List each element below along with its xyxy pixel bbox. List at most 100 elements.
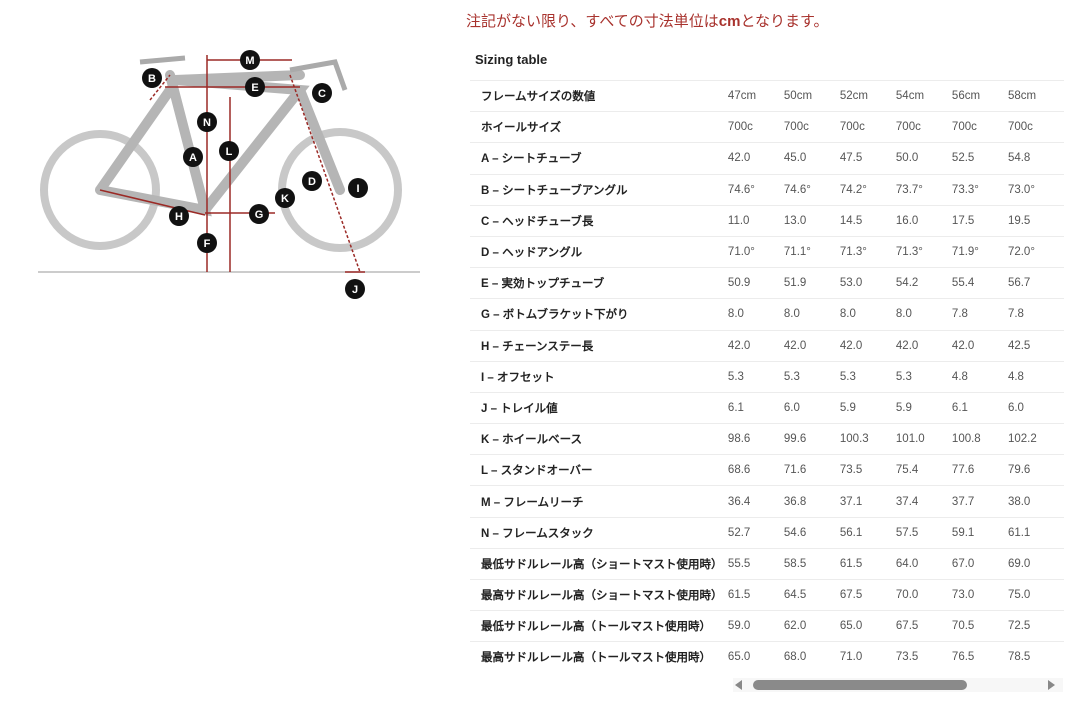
cell-value: 42.0 (783, 329, 840, 362)
cell-value: 42.0 (951, 329, 1008, 362)
cell-value: 51.9 (783, 267, 840, 299)
dimension-badge (142, 68, 162, 88)
scroll-right-arrow-icon[interactable] (1048, 680, 1055, 690)
sizing-table: フレームサイズの数値 47cm 50cm 52cm 54cm 56cm 58cm ホイールサイ… (470, 79, 1064, 673)
cell-value: 8.0 (727, 298, 784, 330)
cell-value: 5.9 (895, 391, 952, 424)
cell-value: 64.0 (895, 547, 952, 580)
cell-value: 100.8 (951, 423, 1008, 455)
table-row: E – 実効トップチューブ 50.9 51.9 53.0 54.2 55.4 56.7 (470, 267, 1064, 299)
cell-value: 5.3 (839, 360, 896, 393)
dimension-badge (345, 279, 365, 299)
row-label: K – ホイールベース (470, 423, 728, 455)
dimension-badge (249, 204, 269, 224)
cell-value: 700c (895, 111, 952, 143)
cell-value: 72.5 (1007, 610, 1064, 642)
cell-value: 71.6 (783, 454, 840, 486)
dimension-label: D (308, 176, 316, 188)
cell-value: 65.0 (727, 641, 784, 673)
cell-value: 6.1 (951, 391, 1008, 424)
cell-value: 98.6 (727, 423, 784, 455)
scrollbar-thumb[interactable] (753, 680, 967, 690)
cell-value: 54.8 (1007, 142, 1064, 175)
dimension-label: E (251, 82, 258, 94)
cell-value: 69.0 (1007, 547, 1064, 580)
table-row: ホイールサイズ 700c 700c 700c 700c 700c 700c (470, 111, 1064, 143)
dimension-badge (169, 206, 189, 226)
dimension-label: M (245, 55, 254, 67)
cell-value: 56.7 (1007, 267, 1064, 299)
cell-value: 37.1 (839, 485, 896, 518)
cell-value: 16.0 (895, 204, 952, 237)
row-label: E – 実効トップチューブ (470, 267, 728, 299)
cell-value: 50.0 (895, 142, 952, 175)
row-label: 最高サドルレール高（トールマスト使用時） (470, 641, 728, 673)
cell-value: 14.5 (839, 204, 896, 237)
cell-value: 67.5 (839, 578, 896, 611)
cell-value: 56.1 (839, 516, 896, 549)
dimension-badge (312, 83, 332, 103)
horizontal-scrollbar[interactable] (733, 678, 1063, 692)
cell-value: 71.3° (839, 235, 896, 268)
table-row: 最高サドルレール高（ショートマスト使用時） 61.5 64.5 67.5 70.0 73.… (470, 578, 1064, 611)
cell-value: 55.4 (951, 267, 1008, 299)
row-label: 最高サドルレール高（ショートマスト使用時） (470, 578, 728, 611)
cell-value: 13.0 (783, 204, 840, 237)
dimension-label: A (189, 152, 197, 164)
dimension-badge (183, 147, 203, 167)
cell-value: 700c (1007, 111, 1064, 143)
dimension-badge (240, 50, 260, 70)
cell-value: 700c (727, 111, 784, 143)
cell-value: 5.3 (783, 360, 840, 393)
cell-value: 74.6° (727, 173, 784, 206)
cell-value: 58.5 (783, 547, 840, 580)
cell-value: 61.5 (839, 547, 896, 580)
cell-value: 71.0 (839, 641, 896, 673)
table-row: B – シートチューブアングル 74.6° 74.6° 74.2° 73.7° 73.3°… (470, 173, 1064, 206)
cell-value: 8.0 (783, 298, 840, 330)
table-row: 最高サドルレール高（トールマスト使用時） 65.0 68.0 71.0 73.5 76.5… (470, 641, 1064, 673)
cell-value: 73.5 (895, 641, 952, 673)
row-label: H – チェーンステー長 (470, 329, 728, 362)
cell-value: 42.0 (895, 329, 952, 362)
cell-value: 52.5 (951, 142, 1008, 175)
cell-value: 700c (783, 111, 840, 143)
cell-value: 7.8 (1007, 298, 1064, 330)
cell-value: 73.0° (1007, 173, 1064, 206)
dimension-badge (219, 141, 239, 161)
cell-value: 99.6 (783, 423, 840, 455)
cell-value: 4.8 (951, 360, 1008, 393)
cell-value: 38.0 (1007, 485, 1064, 518)
row-label: L – スタンドオーバー (470, 454, 728, 486)
cell-value: 42.5 (1007, 329, 1064, 362)
dimension-labels: A B C D E F G H I J K L M N (142, 50, 368, 299)
dimension-label: N (203, 117, 211, 129)
cell-value: 67.0 (951, 547, 1008, 580)
cell-value: 74.6° (783, 173, 840, 206)
cell-value: 19.5 (1007, 204, 1064, 237)
row-label: B – シートチューブアングル (470, 173, 728, 206)
note-text: 注記がない限り、すべての寸法単位は (466, 13, 719, 30)
table-row: L – スタンドオーバー 68.6 71.6 73.5 75.4 77.6 79.6 (470, 454, 1064, 486)
cell-value: 37.4 (895, 485, 952, 518)
cell-value: 54.6 (783, 516, 840, 549)
cell-value: 59.0 (727, 610, 784, 642)
row-label: M – フレームリーチ (470, 485, 728, 518)
cell-value: 67.5 (895, 610, 952, 642)
cell-value: 56cm (951, 79, 1008, 112)
table-row: M – フレームリーチ 36.4 36.8 37.1 37.4 37.7 38.0 (470, 485, 1064, 518)
scroll-left-arrow-icon[interactable] (735, 680, 742, 690)
cell-value: 36.8 (783, 485, 840, 518)
cell-value: 68.6 (727, 454, 784, 486)
dimension-label: C (318, 88, 326, 100)
cell-value: 70.0 (895, 578, 952, 611)
cell-value: 45.0 (783, 142, 840, 175)
cell-value: 8.0 (839, 298, 896, 330)
table-row: J – トレイル値 6.1 6.0 5.9 5.9 6.1 6.0 (470, 391, 1064, 424)
cell-value: 6.1 (727, 391, 784, 424)
cell-value: 73.3° (951, 173, 1008, 206)
row-label: D – ヘッドアングル (470, 235, 728, 268)
cell-value: 71.0° (727, 235, 784, 268)
cell-value: 75.0 (1007, 578, 1064, 611)
cell-value: 73.5 (839, 454, 896, 486)
